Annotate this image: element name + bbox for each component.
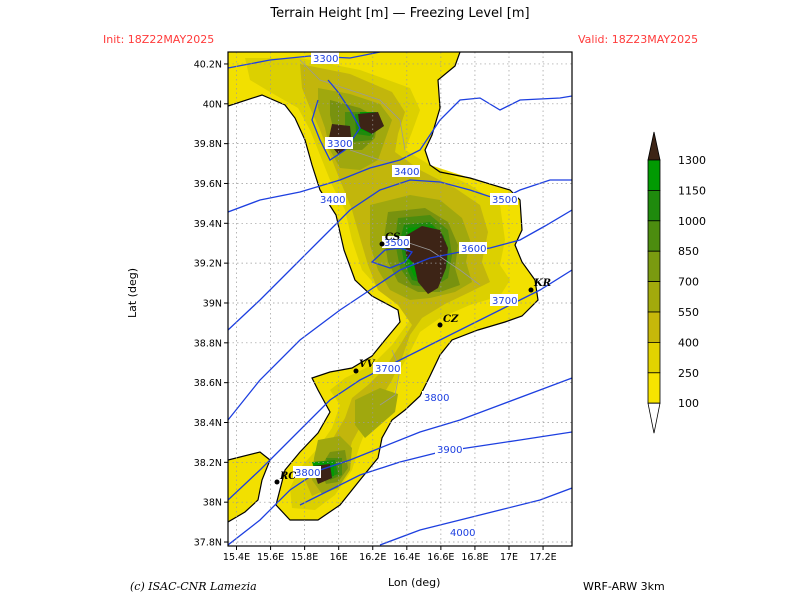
city-dot-rc	[274, 479, 280, 485]
contour-label: 3700	[375, 364, 400, 375]
legend-label: 400	[678, 336, 699, 349]
contour-label: 3300	[327, 139, 352, 150]
contour-label-bg	[392, 165, 420, 177]
legend-label: 1300	[678, 154, 706, 167]
legend-label: 1150	[678, 184, 706, 197]
contour-label-bg	[448, 526, 476, 538]
coastline	[228, 52, 539, 521]
x-axis-label: Lon (deg)	[388, 576, 441, 589]
x-tick-label: 16.2E	[359, 552, 386, 563]
y-axis-label: Lat (deg)	[126, 268, 139, 318]
terrain-band-700	[320, 100, 460, 484]
y-tick-label: 39.2N	[194, 259, 222, 270]
x-tick-label: 16.8E	[461, 552, 488, 563]
contour-label: 3600	[461, 244, 486, 255]
contour-label-bg	[435, 443, 463, 455]
x-tick-label: 16.6E	[427, 552, 454, 563]
city-label-rc: RC	[279, 471, 296, 482]
city-dot-kr	[528, 287, 534, 293]
contour-label: 3400	[320, 195, 345, 206]
city-dot-vv	[353, 368, 359, 374]
contour-label: 3900	[437, 445, 462, 456]
map-frame	[227, 51, 573, 547]
y-tick-label: 37.8N	[194, 538, 222, 549]
legend-label: 700	[678, 276, 699, 289]
contour-label: 3700	[492, 296, 517, 307]
legend-swatch	[647, 250, 661, 282]
contour-label: 3500	[492, 195, 517, 206]
contour-label-bg	[490, 294, 518, 306]
legend-top-arrow	[647, 131, 661, 161]
terrain-layer	[228, 52, 538, 522]
y-tick-label: 38.8N	[194, 338, 222, 349]
city-label-cs: CS	[385, 232, 400, 243]
contour-label-bg	[382, 236, 410, 248]
y-tick-label: 40N	[203, 99, 222, 110]
x-tick-label: 17E	[500, 552, 518, 563]
contour-label-bg	[490, 193, 518, 205]
y-tick-label: 38.6N	[194, 378, 222, 389]
freezing-level-contours	[228, 52, 572, 546]
contour-label: 3500	[384, 238, 409, 249]
axis-ticks: 15.4E 15.6E 15.8E 16E 16.2E 16.4E 16.6E 16.8E 17…	[194, 59, 557, 563]
city-label-cz: CZ	[443, 314, 459, 325]
contour-label: 3800	[295, 468, 320, 479]
y-tick-label: 39.4N	[194, 219, 222, 230]
city-label-kr: KR	[533, 278, 551, 289]
model-text: WRF-ARW 3km	[583, 580, 665, 593]
legend-label: 100	[678, 397, 699, 410]
x-tick-label: 15.8E	[291, 552, 318, 563]
legend-swatch	[647, 341, 661, 374]
chart-title: Terrain Height [m] — Freezing Level [m]	[270, 6, 530, 21]
x-tick-label: 17.2E	[529, 552, 556, 563]
contour-label: 3300	[313, 54, 338, 65]
city-dot-cz	[437, 322, 443, 328]
contour-label-bg	[293, 466, 321, 478]
contour-label-bg	[422, 391, 450, 403]
legend-swatch	[647, 372, 661, 404]
y-tick-label: 38N	[203, 498, 222, 509]
legend-swatch	[647, 311, 661, 343]
legend-swatch	[647, 220, 661, 252]
x-tick-label: 15.4E	[223, 552, 250, 563]
y-tick-label: 39.8N	[194, 139, 222, 150]
init-time: Init: 18Z22MAY2025	[103, 33, 215, 46]
contour-label-bg	[318, 193, 346, 205]
x-tick-label: 15.6E	[257, 552, 284, 563]
city-dot-cs	[379, 241, 385, 247]
y-tick-label: 39.6N	[194, 179, 222, 190]
legend-swatch	[647, 159, 661, 191]
terrain-band-550	[312, 88, 472, 494]
grid-lines	[228, 52, 572, 546]
x-tick-label: 16.4E	[393, 552, 420, 563]
contour-label: 3800	[424, 393, 449, 404]
legend-label: 850	[678, 245, 699, 258]
contour-label-bg	[373, 362, 401, 374]
city-markers: CS KR CZ VV RC	[274, 232, 551, 485]
color-legend: 1300 1150 1000 850 700 550 400 250 100	[647, 131, 706, 434]
y-tick-label: 38.2N	[194, 458, 222, 469]
legend-label: 550	[678, 306, 699, 319]
legend-label: 250	[678, 367, 699, 380]
legend-label: 1000	[678, 215, 706, 228]
contour-labels: 3300 3300 3400 3400 3500 3500 3600 3700 …	[293, 52, 518, 539]
y-tick-label: 39N	[203, 298, 222, 309]
legend-swatch	[647, 189, 661, 222]
legend-swatch	[647, 281, 661, 313]
contour-label-bg	[459, 242, 487, 254]
y-tick-label: 40.2N	[194, 59, 222, 70]
y-tick-label: 38.4N	[194, 418, 222, 429]
legend-bottom-arrow	[647, 402, 661, 434]
contour-label-bg	[325, 137, 353, 149]
valid-time: Valid: 18Z23MAY2025	[578, 33, 699, 46]
credit-text: (c) ISAC-CNR Lamezia	[130, 580, 257, 593]
contour-label: 4000	[450, 528, 475, 539]
contour-label-bg	[311, 52, 339, 64]
sicily-coast	[228, 451, 271, 523]
terrain-band-west	[228, 452, 270, 522]
contour-label: 3400	[394, 167, 419, 178]
x-tick-label: 16E	[330, 552, 348, 563]
city-label-vv: VV	[359, 359, 376, 370]
